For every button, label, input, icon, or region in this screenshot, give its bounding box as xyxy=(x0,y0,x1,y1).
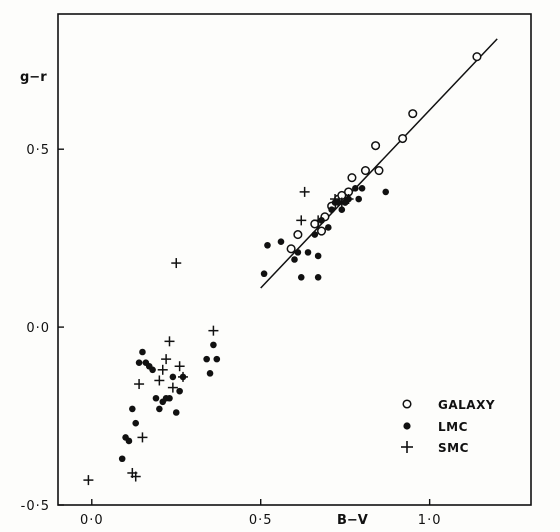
lmc-point xyxy=(297,273,305,281)
lmc-point xyxy=(149,366,156,374)
lmc-point xyxy=(314,273,322,281)
smc-point xyxy=(313,215,324,226)
smc-point xyxy=(171,258,182,269)
lmc-point xyxy=(328,206,335,213)
lmc-point xyxy=(135,359,143,366)
lmc-point xyxy=(169,373,177,381)
lmc-point xyxy=(139,348,146,356)
lmc-point xyxy=(264,241,271,249)
y-tick-label: 0·5 xyxy=(26,143,50,158)
y-axis-title: g−r xyxy=(20,70,47,85)
lmc-point xyxy=(156,405,163,413)
x-axis-title: B−V xyxy=(337,513,368,528)
galaxy-point xyxy=(360,166,371,176)
legend-lmc-marker xyxy=(403,422,411,430)
smc-point xyxy=(178,371,189,382)
legend-lmc-label: LMC xyxy=(438,420,468,434)
smc-point xyxy=(164,336,175,347)
smc-point xyxy=(174,361,185,372)
lmc-point xyxy=(355,195,362,203)
legend-smc-label: SMC xyxy=(438,441,469,455)
smc-point xyxy=(299,186,310,197)
lmc-point xyxy=(311,231,319,238)
lmc-point xyxy=(125,437,133,445)
galaxy-point xyxy=(286,244,296,254)
lmc-point xyxy=(324,224,332,231)
smc-point xyxy=(336,197,347,208)
smc-point xyxy=(157,364,168,375)
lmc-point xyxy=(206,370,214,377)
lmc-point xyxy=(277,238,285,246)
lmc-point xyxy=(172,409,180,416)
x-tick-label: 0·0 xyxy=(80,513,104,528)
lmc-point xyxy=(176,387,183,395)
legend-galaxy-label: GALAXY xyxy=(438,398,495,412)
fit-line xyxy=(260,38,498,289)
galaxy-point xyxy=(293,230,303,240)
legend-smc-marker xyxy=(401,441,413,453)
lmc-point xyxy=(304,249,312,256)
fit-line-layer xyxy=(260,38,498,289)
smc-point xyxy=(134,379,145,390)
smc-point xyxy=(161,354,172,365)
lmc-point xyxy=(358,185,366,192)
smc-point xyxy=(343,194,354,205)
legend-galaxy-marker xyxy=(402,399,412,409)
lmc-point xyxy=(294,249,302,256)
smc-point xyxy=(154,375,165,386)
galaxy-point xyxy=(316,226,327,236)
galaxy-point xyxy=(374,166,384,176)
lmc-point xyxy=(152,394,160,402)
lmc-point xyxy=(132,419,140,427)
smc-point xyxy=(130,471,141,482)
x-tick-label: 0·5 xyxy=(249,513,273,528)
x-tick-label: 1·0 xyxy=(418,513,442,528)
lmc-point xyxy=(166,394,173,402)
points-layer xyxy=(83,52,482,486)
plot-frame xyxy=(57,13,532,506)
galaxy-point xyxy=(347,173,357,183)
smc-point xyxy=(83,475,94,486)
lmc-point xyxy=(203,355,210,363)
lmc-point xyxy=(210,341,217,349)
lmc-point xyxy=(338,206,346,213)
ticks-layer: 0·0 0·5 1·0 -0·5 0·0 0·5 xyxy=(21,143,442,528)
smc-point xyxy=(167,382,178,393)
lmc-point xyxy=(291,256,298,263)
lmc-point xyxy=(129,405,136,413)
y-tick-label: 0·0 xyxy=(26,321,50,336)
smc-point xyxy=(208,325,219,336)
lmc-point xyxy=(118,455,126,463)
galaxy-point xyxy=(398,133,408,144)
smc-point xyxy=(296,215,307,226)
legend: GALAXY LMC SMC xyxy=(401,398,495,455)
lmc-point xyxy=(213,355,221,363)
smc-point xyxy=(330,194,341,205)
lmc-point xyxy=(314,252,322,260)
galaxy-point xyxy=(371,141,381,151)
y-tick-label: -0·5 xyxy=(21,499,50,514)
lmc-point xyxy=(352,185,359,192)
galaxy-point xyxy=(472,52,482,62)
lmc-point xyxy=(382,188,390,196)
smc-point xyxy=(137,432,148,443)
galaxy-point xyxy=(408,109,418,119)
lmc-point xyxy=(260,270,268,278)
